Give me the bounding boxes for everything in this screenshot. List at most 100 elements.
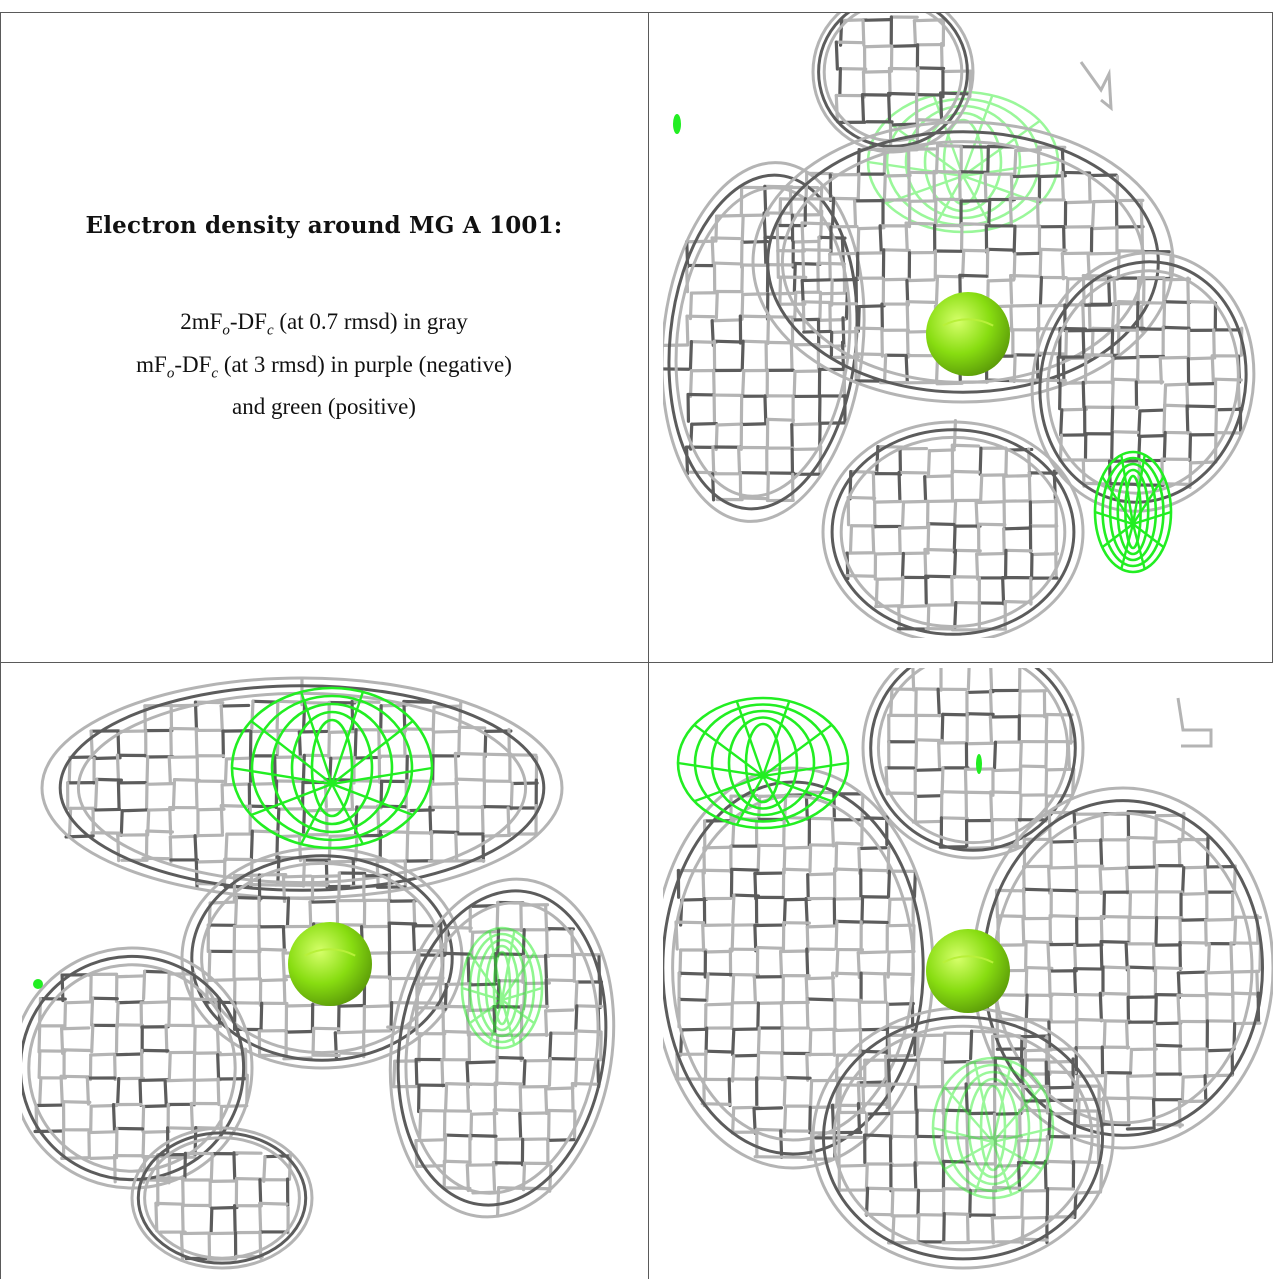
mesh-edge: [191, 997, 195, 1028]
mesh-edge: [324, 859, 355, 864]
mesh-edge: [493, 1081, 524, 1086]
green-mesh-ring: [1108, 462, 1158, 562]
green-mesh-ring: [250, 694, 414, 842]
mesh-edge: [859, 868, 889, 873]
mesh-edge: [285, 896, 291, 927]
mesh-edge: [418, 1108, 423, 1139]
mesh-edge: [219, 703, 251, 708]
mesh-edge: [1178, 917, 1209, 922]
mesh-edge: [1204, 970, 1235, 975]
mesh-edge: [115, 974, 145, 979]
mesh-edge: [440, 951, 445, 983]
green-density-upper-left: [676, 696, 850, 830]
mesh-edge: [701, 868, 732, 873]
green-mesh-edge: [1131, 454, 1146, 525]
mesh-edge: [934, 274, 940, 305]
mesh-edge: [804, 171, 809, 202]
mesh-edge: [766, 417, 795, 422]
green-mesh-edge: [735, 775, 765, 826]
mesh-edge: [740, 339, 745, 371]
mesh-edge: [1177, 1047, 1182, 1077]
mesh-edge: [1018, 739, 1023, 770]
mesh-edge: [800, 278, 832, 283]
mesh-edge: [970, 1029, 998, 1034]
mesh-edge: [1008, 196, 1013, 227]
green-mesh-ring: [1101, 456, 1165, 568]
mesh-edge: [887, 897, 892, 927]
mesh-edge: [168, 805, 173, 836]
mesh-edge: [548, 1031, 553, 1062]
mesh-edge: [704, 1002, 734, 1007]
mesh-edge: [1072, 967, 1078, 997]
mesh-edge: [362, 1004, 392, 1009]
mesh-edge: [701, 923, 706, 953]
line1-sub-c: c: [266, 322, 274, 339]
mesh-edge: [916, 1057, 921, 1088]
mesh-edge: [63, 1000, 93, 1005]
mesh-edge: [913, 1134, 918, 1165]
mesh-edge: [865, 1111, 894, 1116]
mesh-edge: [544, 978, 575, 983]
mesh-edge: [193, 833, 225, 838]
mesh-edge: [1046, 1070, 1078, 1075]
mesh-edge: [1016, 1160, 1022, 1191]
mesh-edge: [145, 782, 175, 786]
gray-mesh-center: [751, 120, 1175, 404]
mesh-edge: [1028, 378, 1060, 383]
mesh-edge: [986, 247, 1015, 252]
mesh-edge: [730, 972, 736, 1003]
mesh-edge: [209, 1206, 214, 1235]
mesh-edge: [1210, 354, 1215, 384]
mesh-edge: [219, 804, 225, 835]
mesh-edge: [1004, 448, 1009, 477]
mesh-edge: [469, 1111, 499, 1116]
mesh-contour: [671, 794, 915, 1142]
mesh-edge: [989, 790, 994, 821]
mesh-edge: [904, 221, 936, 226]
mesh-edge: [156, 1176, 186, 1181]
mesh-edge: [801, 300, 832, 305]
mesh-edge: [756, 945, 785, 950]
mesh-edge: [914, 713, 919, 744]
mesh-edge: [465, 1082, 471, 1113]
mesh-edge: [715, 422, 744, 427]
mesh-edge: [727, 1077, 732, 1108]
mesh-edge: [778, 949, 784, 979]
mesh-edge: [923, 475, 928, 503]
mesh-edge: [991, 768, 1021, 773]
mesh-contour: [839, 435, 1067, 629]
mesh-edge: [115, 1001, 120, 1029]
mesh-edge: [138, 1078, 143, 1107]
mesh-edge: [492, 1108, 497, 1139]
green-mesh-ring: [290, 710, 374, 826]
mesh-edge: [940, 712, 945, 743]
mesh-edge: [957, 170, 962, 201]
mesh-edge: [675, 1052, 680, 1082]
mesh-edge: [95, 777, 123, 782]
mesh-edge: [1138, 434, 1166, 438]
mesh-edge: [897, 604, 928, 609]
mesh-edge: [1021, 887, 1026, 919]
green-density-side: [460, 926, 544, 1050]
mesh-edge: [763, 235, 768, 267]
mesh-edge: [1161, 325, 1191, 330]
mesh-edge: [1162, 300, 1167, 331]
mesh-edge: [873, 551, 903, 556]
mesh-edge: [856, 950, 888, 955]
mesh-edge: [712, 339, 743, 344]
mesh-edge: [677, 997, 707, 1002]
mesh-edge: [939, 91, 944, 123]
mesh-edge: [1048, 1111, 1077, 1116]
mesh-edge: [1038, 275, 1044, 306]
mesh-edge: [1126, 965, 1157, 970]
mesh-edge: [834, 40, 839, 71]
mesh-edge: [440, 1058, 445, 1088]
mesh-edge: [1126, 1074, 1156, 1078]
green-mesh-edge: [761, 700, 791, 777]
mesh-edge: [897, 470, 902, 501]
mesh-edge: [809, 1027, 838, 1032]
mesh-edge: [1099, 940, 1130, 944]
mesh-edge: [782, 867, 811, 872]
mesh-edge: [939, 816, 969, 821]
green-mesh-edge: [943, 1086, 994, 1143]
